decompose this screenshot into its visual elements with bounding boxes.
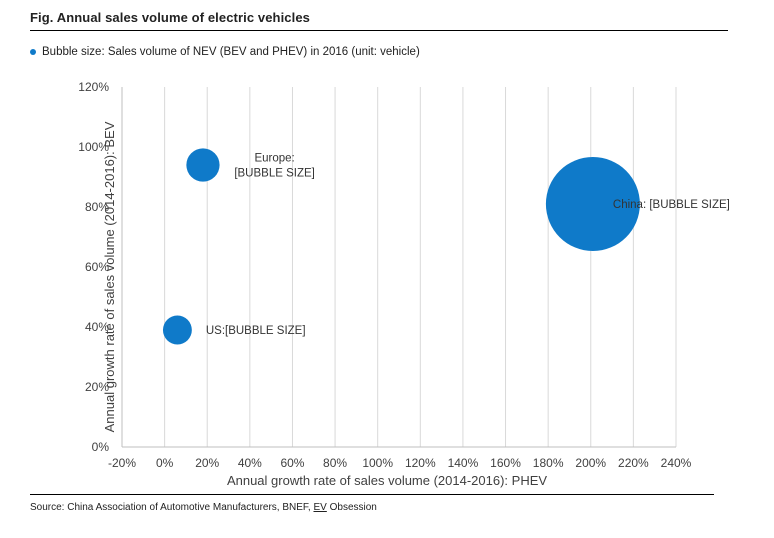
source-rule [30, 494, 714, 495]
figure-title: Fig. Annual sales volume of electric veh… [30, 10, 311, 25]
data-label: US:[BUBBLE SIZE] [206, 325, 306, 337]
x-tick-label: 220% [618, 456, 649, 470]
y-tick-label: 40% [85, 320, 109, 334]
x-axis-title: Annual growth rate of sales volume (2014… [227, 473, 547, 488]
data-bubble [162, 315, 192, 345]
legend: Bubble size: Sales volume of NEV (BEV an… [30, 46, 420, 58]
x-tick-label: 80% [323, 456, 347, 470]
y-axis-title: Annual growth rate of sales volume (2014… [102, 121, 117, 432]
y-tick-label: 60% [85, 260, 109, 274]
x-tick-label: 20% [195, 456, 219, 470]
y-tick-label: 0% [92, 440, 110, 454]
x-tick-label: 140% [448, 456, 479, 470]
source-note: Source: China Association of Automotive … [30, 502, 377, 513]
legend-marker-icon [30, 49, 36, 55]
title-rule [30, 30, 728, 31]
data-label: Europe: [BUBBLE SIZE] [234, 153, 315, 180]
x-tick-label: 0% [156, 456, 174, 470]
x-tick-label: 120% [405, 456, 436, 470]
x-tick-label: -20% [108, 456, 136, 470]
data-bubble [545, 157, 640, 251]
x-tick-label: 60% [280, 456, 304, 470]
y-tick-label: 80% [85, 200, 109, 214]
y-tick-label: 120% [78, 80, 109, 94]
source-suffix: Obsession [326, 502, 377, 513]
source-ev: EV [313, 502, 327, 513]
data-bubble [186, 148, 220, 182]
x-tick-label: 40% [238, 456, 262, 470]
y-tick-label: 20% [85, 380, 109, 394]
x-tick-label: 180% [533, 456, 564, 470]
y-tick-label: 100% [78, 140, 109, 154]
source-prefix: Source: China Association of Automotive … [30, 502, 314, 513]
x-tick-label: 100% [362, 456, 393, 470]
legend-text: Bubble size: Sales volume of NEV (BEV an… [42, 46, 420, 58]
x-tick-label: 160% [490, 456, 521, 470]
data-label: China: [BUBBLE SIZE] [613, 199, 730, 211]
x-tick-label: 240% [661, 456, 692, 470]
x-tick-label: 200% [575, 456, 606, 470]
